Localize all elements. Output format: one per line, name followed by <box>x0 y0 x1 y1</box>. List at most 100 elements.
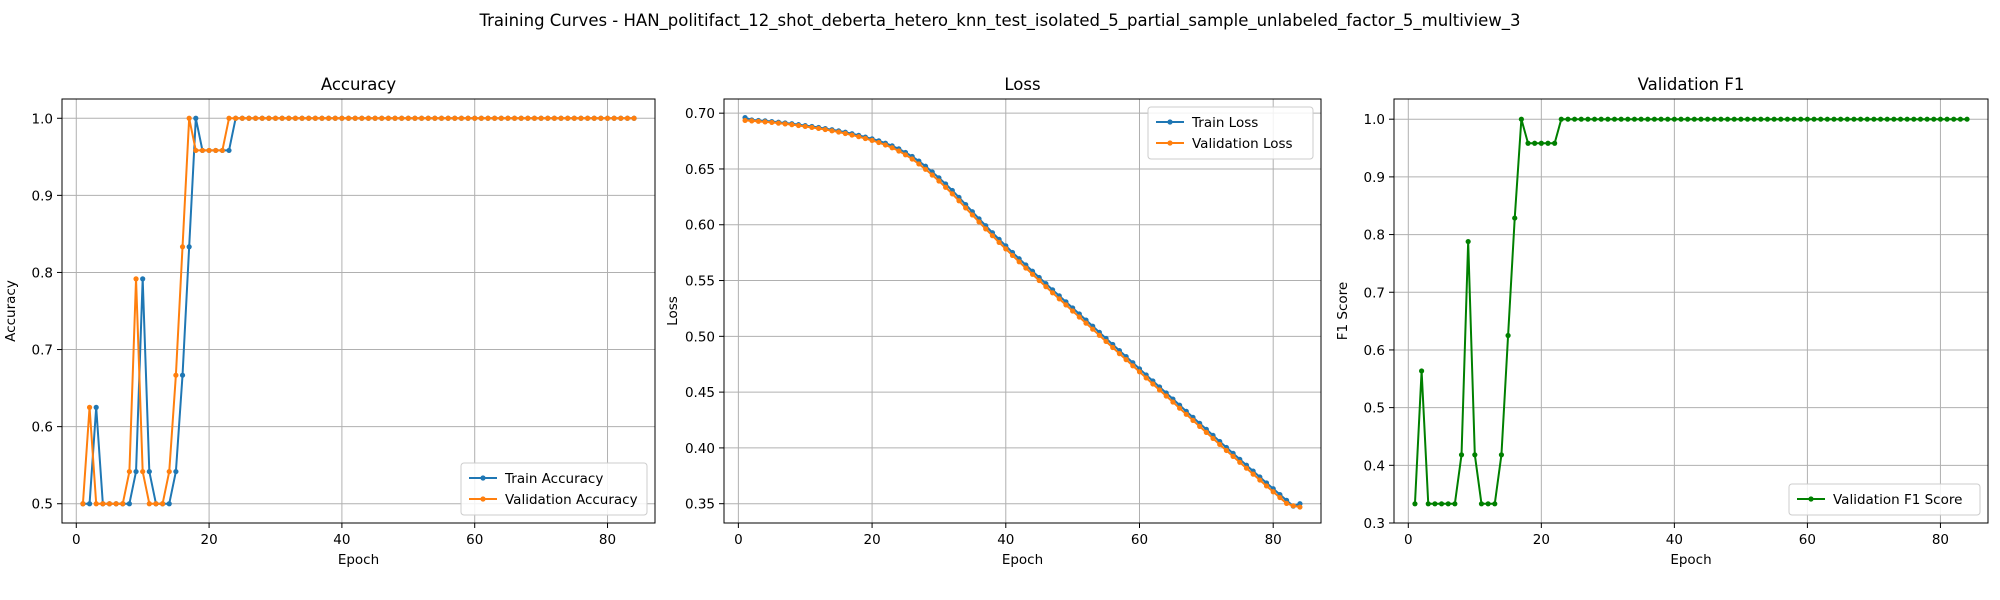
x-tick-label: 20 <box>863 532 880 548</box>
validation-f1-score-point <box>1957 116 1963 122</box>
validation-loss-point <box>1156 387 1163 393</box>
validation-f1-score-point <box>1605 116 1611 122</box>
x-tick-label: 0 <box>72 532 81 548</box>
validation-f1-score-point <box>1804 116 1811 122</box>
validation-f1-score-point <box>1419 368 1425 374</box>
x-tick-label: 0 <box>1404 532 1413 548</box>
validation-accuracy-point <box>259 115 265 121</box>
validation-loss-point <box>1070 308 1076 314</box>
train-accuracy-point <box>86 501 93 507</box>
validation-loss-point <box>1130 363 1136 369</box>
validation-f1-score-point <box>1458 452 1465 458</box>
validation-loss-point <box>809 124 815 131</box>
validation-accuracy-point <box>472 115 478 121</box>
validation-accuracy-point <box>558 115 564 121</box>
validation-loss-point <box>929 172 935 178</box>
validation-f1-score-point <box>1884 116 1890 122</box>
validation-loss-point <box>1243 465 1250 471</box>
legend-box <box>460 462 648 516</box>
validation-f1-panel: 0 20 40 60 80 0.3 0.4 0.5 0.6 0.7 0.8 0.9 1.0 Validat… <box>1335 75 1989 568</box>
validation-f1-score-point <box>1764 116 1771 122</box>
validation-f1-score-point <box>1831 116 1837 122</box>
legend-swatch-marker <box>480 475 486 481</box>
y-tick-label: 0.9 <box>1364 170 1385 186</box>
validation-f1-score-point <box>1498 452 1505 458</box>
validation-f1-score-point <box>1492 501 1498 507</box>
validation-loss-point <box>1116 351 1123 357</box>
validation-loss-point <box>862 135 868 142</box>
validation-accuracy-point <box>126 468 132 475</box>
validation-f1-score-point <box>1512 215 1518 221</box>
validation-loss-point <box>1183 411 1189 417</box>
validation-loss-point <box>963 205 969 211</box>
validation-f1-score-point <box>1665 116 1671 122</box>
validation-accuracy-point <box>565 115 571 121</box>
validation-loss-point <box>829 128 835 134</box>
legend-swatch-marker <box>1167 119 1173 125</box>
validation-loss-point <box>782 121 788 127</box>
validation-f1-score-point <box>1611 116 1618 122</box>
validation-accuracy-point <box>604 115 611 121</box>
validation-f1-score-point <box>1811 116 1817 122</box>
validation-loss-point <box>1217 441 1223 448</box>
validation-loss-point <box>775 120 782 126</box>
validation-f1-score-point <box>1844 116 1850 122</box>
validation-loss-point <box>996 239 1002 245</box>
train-accuracy-point <box>93 404 99 410</box>
x-axis-label: Epoch <box>338 552 379 568</box>
validation-accuracy-point <box>206 147 212 154</box>
validation-f1-score-point <box>1465 238 1471 245</box>
validation-accuracy-point <box>146 501 152 507</box>
y-tick-label: 0.8 <box>32 265 53 281</box>
validation-f1-score-point <box>1591 116 1598 122</box>
validation-accuracy-point <box>511 115 518 121</box>
plot-frame <box>1393 98 1989 524</box>
train-accuracy-point <box>140 276 146 282</box>
legend: Validation F1 Score <box>1788 483 1981 516</box>
validation-loss-point <box>1029 271 1036 277</box>
validation-accuracy-point <box>538 115 544 121</box>
validation-f1-score-point <box>1751 116 1757 122</box>
train-accuracy-point <box>173 468 179 475</box>
validation-loss-point <box>1177 405 1183 411</box>
validation-accuracy-point <box>505 115 511 121</box>
validation-accuracy-point <box>571 115 577 121</box>
validation-accuracy-point <box>193 147 199 154</box>
validation-f1-score-point <box>1538 140 1544 146</box>
y-tick-label: 0.70 <box>685 106 715 122</box>
validation-accuracy-point <box>492 115 498 121</box>
validation-accuracy-point <box>266 115 272 121</box>
validation-accuracy-point <box>173 372 179 378</box>
train-accuracy-point <box>193 115 199 121</box>
validation-f1-score-point <box>1778 116 1784 122</box>
legend-box <box>1147 106 1314 160</box>
validation-f1-score-point <box>1731 116 1737 122</box>
validation-f1-score-point <box>1638 116 1644 122</box>
validation-loss-point <box>876 139 882 146</box>
validation-accuracy-point <box>339 115 345 121</box>
validation-loss-point <box>869 137 875 143</box>
validation-loss-point <box>943 184 949 190</box>
validation-f1-score-point <box>1671 116 1677 122</box>
y-tick-label: 0.6 <box>32 420 53 436</box>
validation-accuracy-point <box>359 115 365 121</box>
validation-f1-score-point <box>1904 116 1910 122</box>
validation-loss-point <box>842 130 848 137</box>
x-tick-label: 20 <box>200 532 217 548</box>
validation-f1-score-point <box>1951 116 1957 122</box>
validation-f1-score-point <box>1518 116 1524 122</box>
y-tick-label: 0.7 <box>1364 285 1385 301</box>
validation-f1-score-point <box>1791 116 1797 122</box>
x-axis-label: Epoch <box>1002 552 1043 568</box>
validation-loss-point <box>1210 435 1216 442</box>
validation-loss-point <box>1230 453 1236 459</box>
validation-f1-score-point <box>1558 116 1564 122</box>
validation-accuracy-point <box>498 115 504 121</box>
y-tick-label: 0.65 <box>685 162 715 178</box>
validation-accuracy-point <box>345 115 352 121</box>
x-tick-label: 80 <box>1932 532 1949 548</box>
validation-accuracy-point <box>425 115 431 121</box>
validation-loss-point <box>1023 265 1029 271</box>
validation-accuracy-point <box>332 115 338 121</box>
